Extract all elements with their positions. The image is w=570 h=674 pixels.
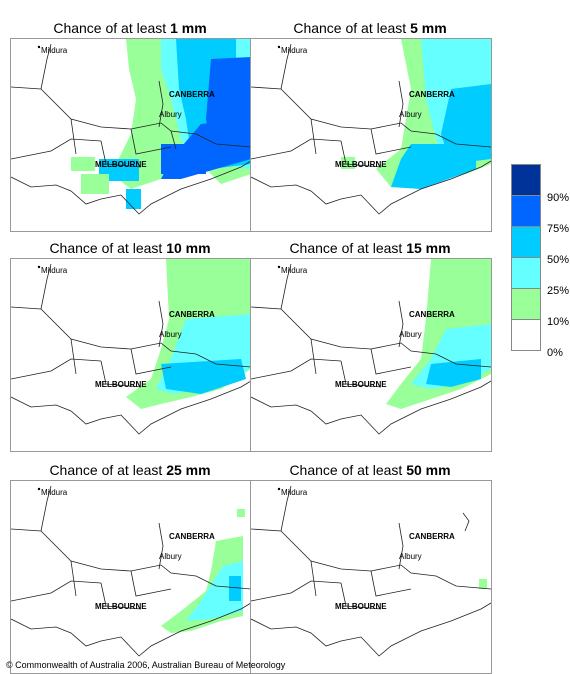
legend-swatch-50 (511, 226, 541, 258)
label-albury: Albury (399, 330, 422, 339)
city-marker (277, 265, 281, 269)
boundaries (251, 43, 491, 215)
label-canberra: CANBERRA (169, 532, 215, 541)
boundaries (11, 43, 251, 215)
legend-tick: 90% (547, 192, 570, 204)
map-panel-10mm: Chance of at least 10 mm Mildura (10, 238, 272, 452)
copyright-notice: © Commonwealth of Australia 2006, Austra… (6, 660, 286, 670)
label-albury: Albury (399, 110, 422, 119)
panel-title: Chance of at least 5 mm (293, 20, 447, 36)
probability-cells (126, 259, 251, 409)
label-mildura: Mildura (41, 266, 68, 275)
legend-tick: 50% (547, 254, 570, 266)
city-marker (37, 487, 41, 491)
legend-tick: 0% (547, 347, 563, 359)
map-graphic: Mildura CANBERRA Albury MELBOURNE (251, 485, 491, 657)
label-mildura: Mildura (281, 266, 308, 275)
map-panel-15mm: Chance of at least 15 mm Mildura (250, 238, 512, 452)
rain-probability-map: Mildura CANBERRA Albury MELBOURNE (10, 258, 252, 452)
rain-probability-map: Mildura CANBERRA Albury MELBOURNE (250, 258, 492, 452)
label-melbourne: MELBOURNE (95, 160, 147, 169)
panel-title: Chance of at least 25 mm (49, 462, 211, 478)
label-melbourne: MELBOURNE (95, 380, 147, 389)
city-marker (37, 265, 41, 269)
rain-probability-map: Mildura CANBERRA Albury MELBOURNE (250, 38, 492, 232)
map-graphic: Mildura CANBERRA Albury MELBOURNE (251, 39, 491, 215)
map-graphic: Mildura CANBERRA Albury MELBOURNE (11, 485, 251, 657)
legend-tick: 25% (547, 285, 570, 297)
map-graphic: Mildura CANBERRA Albury MELBOURNE (11, 39, 251, 215)
label-albury: Albury (159, 552, 182, 561)
boundaries (11, 263, 251, 435)
legend-tick: 75% (547, 223, 570, 235)
panel-title: Chance of at least 50 mm (289, 462, 451, 478)
label-albury: Albury (399, 552, 422, 561)
map-panel-25mm: Chance of at least 25 mm Mildura (10, 460, 272, 674)
label-melbourne: MELBOURNE (335, 160, 387, 169)
probability-cells (71, 39, 251, 209)
boundaries (251, 263, 491, 435)
rain-probability-map: Mildura CANBERRA Albury MELBOURNE (250, 480, 492, 674)
label-canberra: CANBERRA (169, 90, 215, 99)
label-mildura: Mildura (281, 46, 308, 55)
city-marker (37, 45, 41, 49)
legend-swatch-90 (511, 164, 541, 196)
label-canberra: CANBERRA (409, 532, 455, 541)
probability-cells (386, 259, 491, 409)
probability-cells (341, 39, 491, 189)
label-mildura: Mildura (281, 488, 308, 497)
panel-title: Chance of at least 10 mm (49, 240, 211, 256)
map-panel-1mm: Chance of at least 1 mm (10, 18, 272, 232)
legend-swatch-10 (511, 288, 541, 320)
rain-probability-map: Mildura CANBERRA Albury MELBOURNE (10, 38, 252, 232)
legend-swatch-0 (511, 319, 541, 351)
label-melbourne: MELBOURNE (95, 602, 147, 611)
map-panel-5mm: Chance of at least 5 mm (250, 18, 512, 232)
label-mildura: Mildura (41, 488, 68, 497)
map-panel-50mm: Chance of at least 50 mm Mildura CANBERR… (250, 460, 512, 674)
map-graphic: Mildura CANBERRA Albury MELBOURNE (251, 259, 491, 435)
label-melbourne: MELBOURNE (335, 602, 387, 611)
label-canberra: CANBERRA (409, 90, 455, 99)
panel-title: Chance of at least 15 mm (289, 240, 451, 256)
label-mildura: Mildura (41, 46, 68, 55)
label-albury: Albury (159, 110, 182, 119)
probability-cells (161, 509, 245, 633)
label-albury: Albury (159, 330, 182, 339)
label-canberra: CANBERRA (169, 310, 215, 319)
rain-probability-map: Mildura CANBERRA Albury MELBOURNE (10, 480, 252, 674)
legend-tick: 10% (547, 316, 570, 328)
legend-swatch-75 (511, 195, 541, 227)
probability-cells (479, 579, 487, 589)
city-marker (277, 487, 281, 491)
map-graphic: Mildura CANBERRA Albury MELBOURNE (11, 259, 251, 435)
boundaries (11, 485, 251, 657)
panel-title: Chance of at least 1 mm (53, 20, 207, 36)
boundaries (251, 485, 491, 657)
city-marker (277, 45, 281, 49)
legend-swatch-25 (511, 257, 541, 289)
probability-legend: 90% 75% 50% 25% 10% 0% (511, 164, 570, 364)
label-canberra: CANBERRA (409, 310, 455, 319)
label-melbourne: MELBOURNE (335, 380, 387, 389)
